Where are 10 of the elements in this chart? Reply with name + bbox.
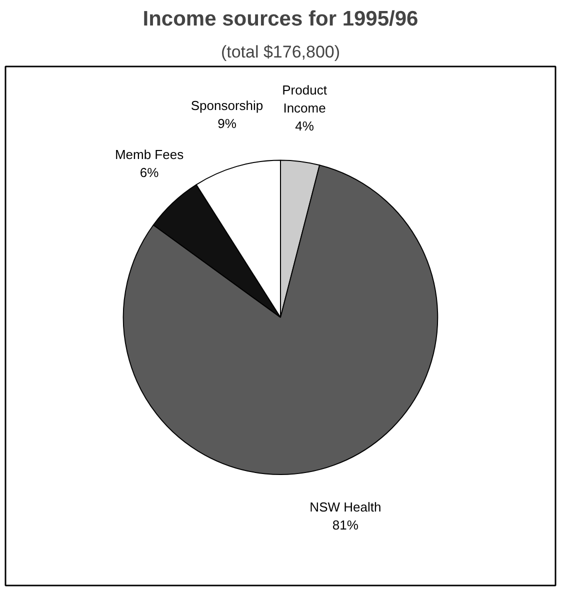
chart-title: Income sources for 1995/96 [142, 8, 418, 30]
data-label: 9% [218, 116, 237, 132]
data-label: 81% [332, 517, 359, 532]
data-label: 4% [295, 118, 314, 134]
slice-label: Product Income [282, 82, 328, 116]
slice-label: Memb Fees [114, 146, 184, 162]
slice-label: NSW Health [310, 499, 382, 514]
data-label: 6% [140, 164, 160, 180]
slice-label: Sponsorship [190, 98, 264, 114]
chart-subtitle: (total $176,800) [220, 42, 340, 62]
